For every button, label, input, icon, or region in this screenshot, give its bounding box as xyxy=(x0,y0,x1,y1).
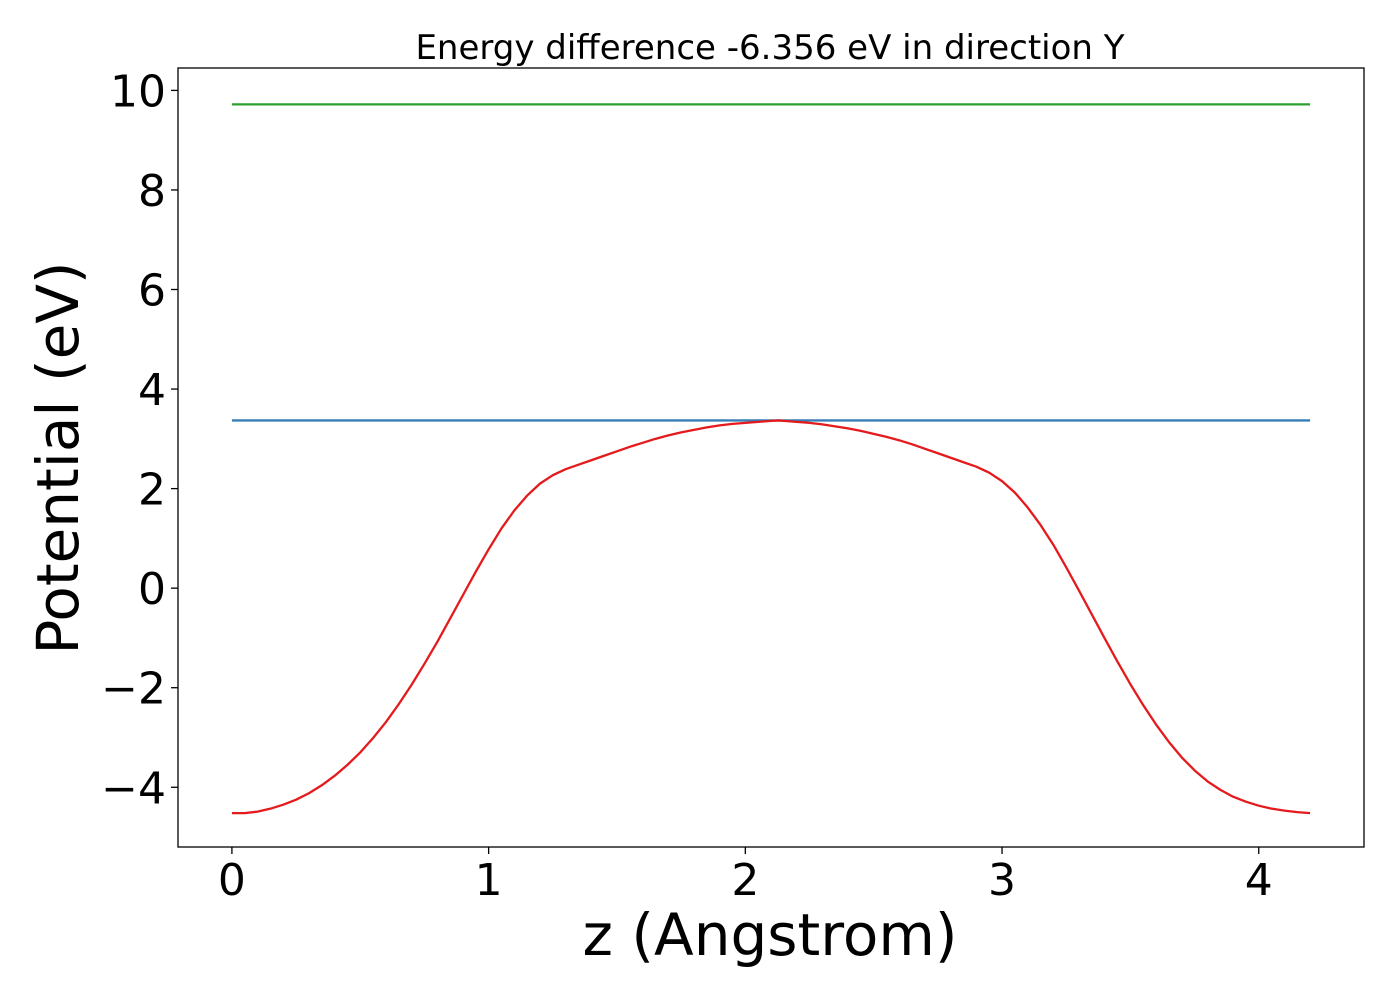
series-layer xyxy=(231,103,1311,815)
y-tick-label: 10 xyxy=(110,66,166,117)
x-axis: 0 1 2 3 4 xyxy=(218,847,1273,906)
y-axis-label: Potential (eV) xyxy=(24,261,92,654)
y-tick-label: 4 xyxy=(138,365,166,416)
y-axis: −4 −2 0 2 4 6 8 10 xyxy=(101,66,178,814)
series-line-2 xyxy=(231,419,1311,815)
x-tick-label: 4 xyxy=(1245,855,1273,906)
x-tick-label: 2 xyxy=(731,855,759,906)
y-tick-label: −2 xyxy=(101,664,166,715)
plot-frame xyxy=(177,67,1365,848)
y-tick-label: 2 xyxy=(138,465,166,516)
x-tick-label: 0 xyxy=(218,855,246,906)
chart-title: Energy difference -6.356 eV in direction… xyxy=(415,28,1124,68)
y-tick-label: 8 xyxy=(138,166,166,217)
x-axis-label: z (Angstrom) xyxy=(583,901,958,969)
y-tick-label: −4 xyxy=(101,763,166,814)
y-tick-label: 0 xyxy=(138,564,166,615)
y-tick-label: 6 xyxy=(138,266,166,317)
x-tick-label: 3 xyxy=(988,855,1016,906)
x-tick-label: 1 xyxy=(475,855,503,906)
